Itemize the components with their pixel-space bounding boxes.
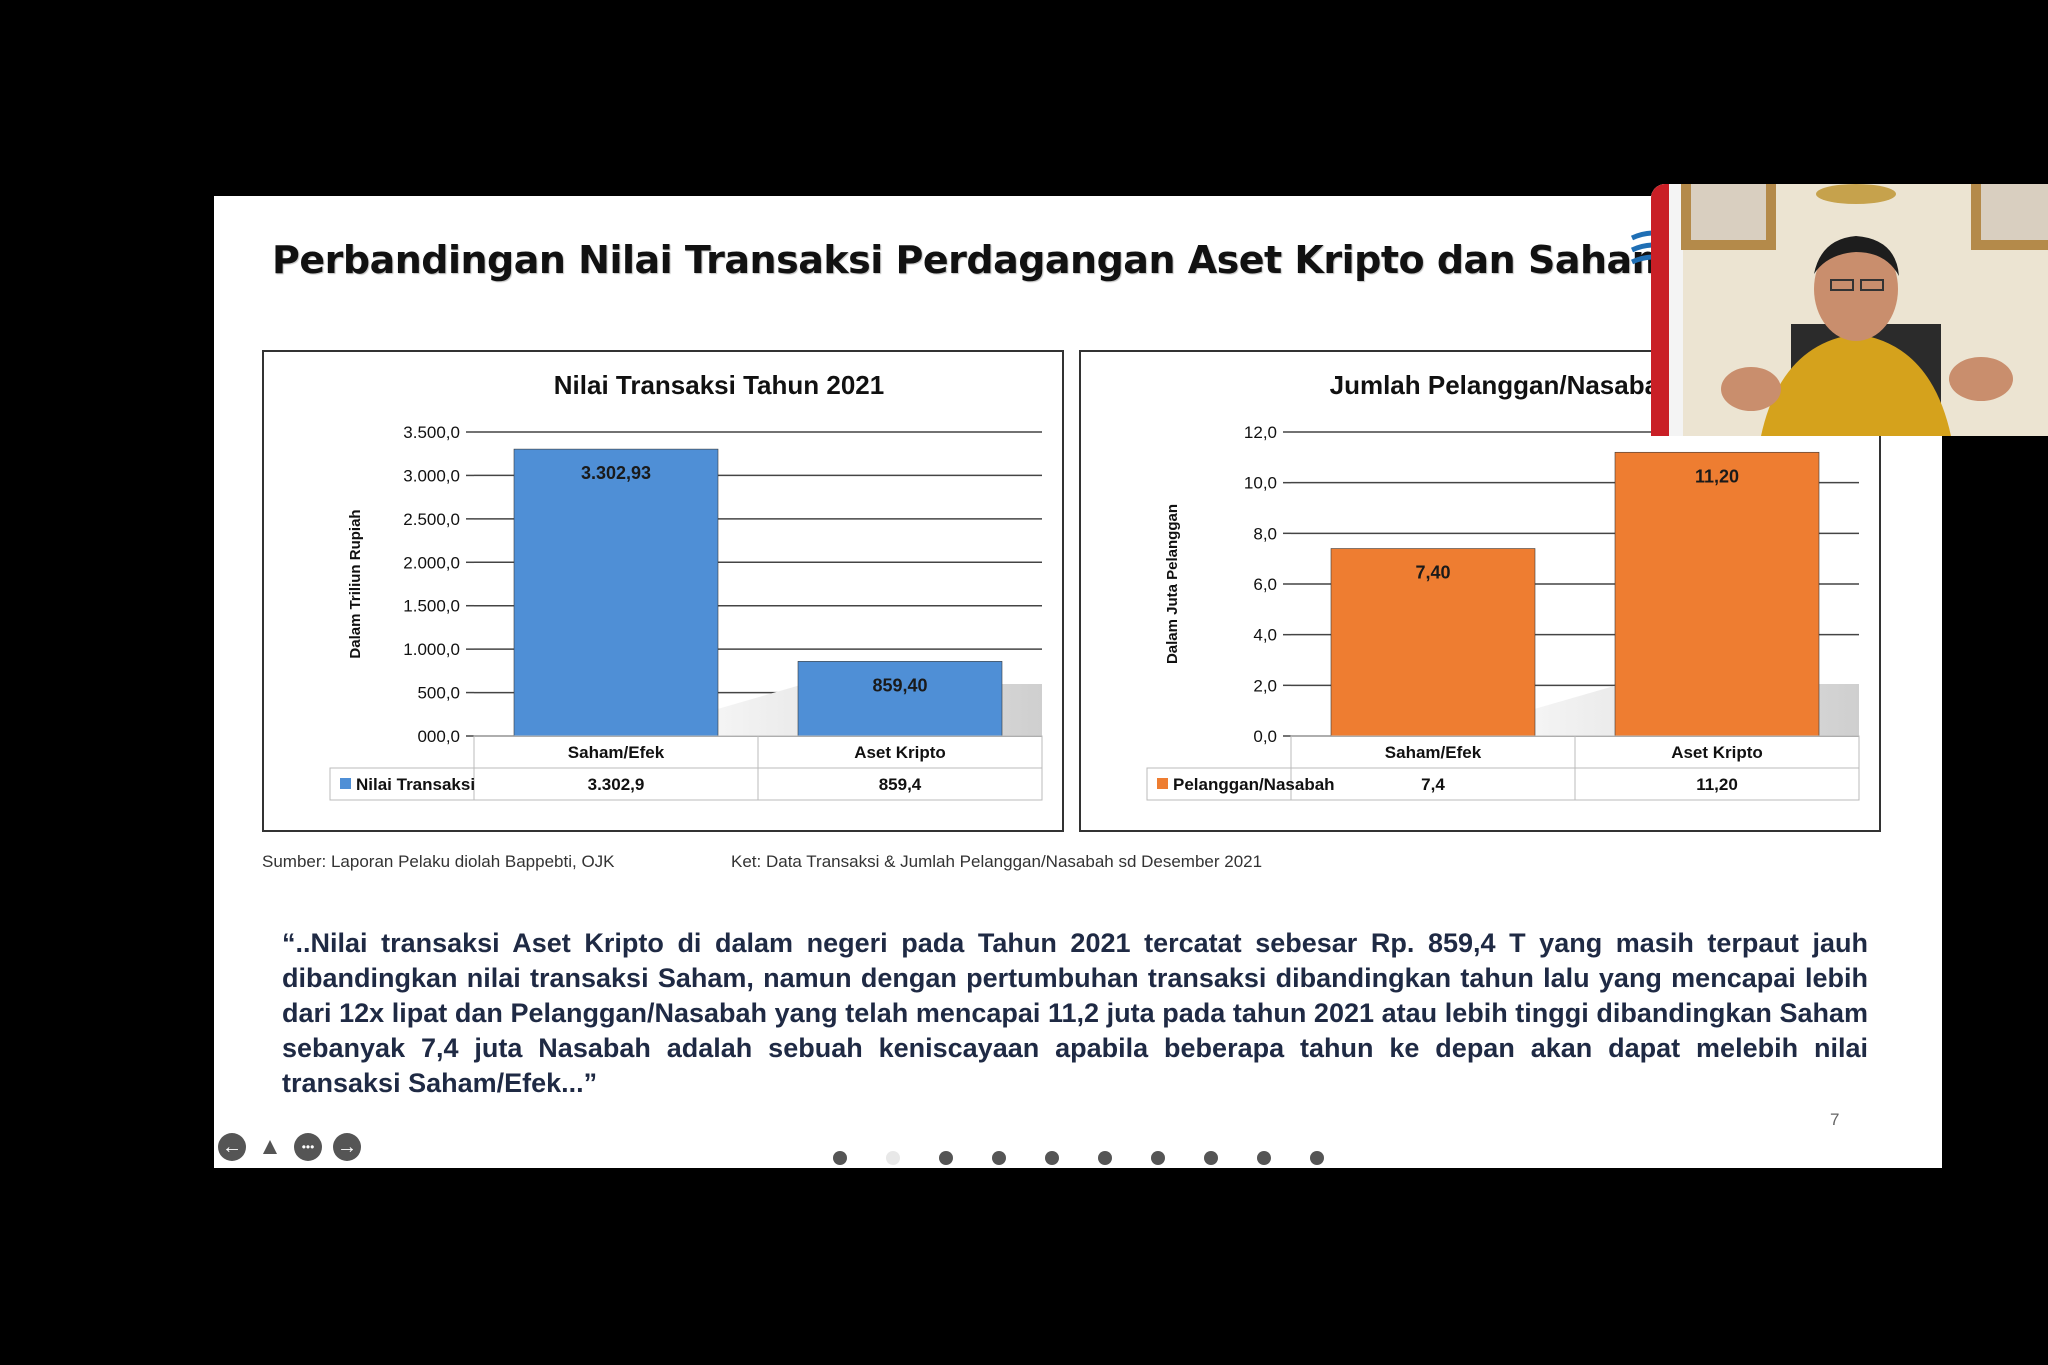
- more-icon[interactable]: •••: [294, 1133, 322, 1161]
- bar-value-label: 7,40: [1415, 563, 1450, 583]
- x-category-label: Aset Kripto: [854, 743, 946, 762]
- pagination-dot[interactable]: [939, 1151, 953, 1165]
- y-tick-label: 12,0: [1244, 423, 1277, 442]
- bar-value-label: 11,20: [1695, 466, 1739, 486]
- chart-title: Nilai Transaksi Tahun 2021: [554, 370, 884, 400]
- y-tick-label: 500,0: [417, 684, 460, 703]
- legend-series-name: Pelanggan/Nasabah: [1173, 775, 1335, 794]
- x-category-label: Saham/Efek: [568, 743, 665, 762]
- chart-transaction-value: Nilai Transaksi Tahun 2021 Dalam Triliun …: [262, 350, 1064, 832]
- pagination-dot[interactable]: [992, 1151, 1006, 1165]
- bar: [1330, 548, 1536, 737]
- slide-pagination: [214, 1151, 1942, 1165]
- data-table-value: 859,4: [879, 775, 922, 794]
- pagination-dot[interactable]: [1045, 1151, 1059, 1165]
- y-tick-label: 2.000,0: [403, 553, 460, 572]
- y-tick-label: 10,0: [1244, 474, 1277, 493]
- data-table-value: 3.302,9: [588, 775, 645, 794]
- slide-quote: “..Nilai transaksi Aset Kripto di dalam …: [282, 928, 1868, 1098]
- arrow-left-icon[interactable]: ←: [218, 1133, 246, 1161]
- footnote-source: Sumber: Laporan Pelaku diolah Bappebti, …: [262, 852, 615, 871]
- pagination-dot[interactable]: [1204, 1151, 1218, 1165]
- pagination-dot[interactable]: [1151, 1151, 1165, 1165]
- bar: [797, 661, 1003, 737]
- bar: [1614, 451, 1820, 737]
- pagination-dot[interactable]: [1098, 1151, 1112, 1165]
- pagination-dot[interactable]: [886, 1151, 900, 1165]
- y-axis-label: Dalam Triliun Rupiah: [347, 509, 364, 658]
- pointer-icon[interactable]: ▲: [258, 1133, 282, 1160]
- arrow-right-icon[interactable]: →: [333, 1133, 361, 1161]
- chart-transaction-value-svg: Nilai Transaksi Tahun 2021 Dalam Triliun …: [329, 370, 1043, 801]
- page-number: 7: [1830, 1110, 1840, 1129]
- x-category-label: Saham/Efek: [1385, 743, 1482, 762]
- y-tick-label: 8,0: [1253, 524, 1277, 543]
- legend-series-name: Nilai Transaksi: [356, 775, 475, 794]
- data-table-series-row: [329, 767, 1043, 801]
- data-table-value: 11,20: [1696, 775, 1738, 794]
- y-tick-label: 1.500,0: [403, 597, 460, 616]
- data-table-value: 7,4: [1421, 775, 1445, 794]
- y-tick-label: 6,0: [1253, 575, 1277, 594]
- footnote-note: Ket: Data Transaksi & Jumlah Pelanggan/N…: [731, 852, 1263, 871]
- bar-value-label: 859,40: [872, 675, 927, 695]
- x-category-label: Aset Kripto: [1671, 743, 1763, 762]
- y-axis-label: Dalam Juta Pelanggan: [1164, 504, 1181, 664]
- y-tick-label: 4,0: [1253, 626, 1277, 645]
- webcam-speaker-image: [1651, 184, 2048, 436]
- bar-value-label: 3.302,93: [581, 463, 651, 483]
- legend-swatch: [1157, 778, 1168, 789]
- legend-swatch: [340, 778, 351, 789]
- y-tick-label: 2.500,0: [403, 510, 460, 529]
- pagination-dot[interactable]: [833, 1151, 847, 1165]
- data-table-series-row: [1146, 767, 1860, 801]
- y-tick-label: 2,0: [1253, 676, 1277, 695]
- y-tick-label: 0,0: [1253, 727, 1277, 746]
- y-tick-label: 000,0: [417, 727, 460, 746]
- pagination-dot[interactable]: [1257, 1151, 1271, 1165]
- y-tick-label: 3.000,0: [403, 466, 460, 485]
- y-tick-label: 1.000,0: [403, 640, 460, 659]
- webcam-video: [1651, 184, 2048, 436]
- bar: [513, 448, 719, 737]
- y-tick-label: 3.500,0: [403, 423, 460, 442]
- slide-title: Perbandingan Nilai Transaksi Perdagangan…: [272, 238, 1671, 282]
- pagination-dot[interactable]: [1310, 1151, 1324, 1165]
